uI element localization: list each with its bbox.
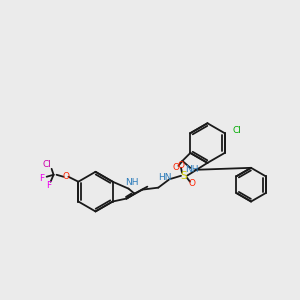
Text: F: F	[39, 174, 44, 183]
Text: HN: HN	[158, 173, 172, 182]
Text: NH: NH	[125, 178, 138, 187]
Text: O: O	[178, 161, 184, 170]
Text: S: S	[181, 171, 187, 181]
Text: O: O	[63, 172, 70, 181]
Text: O: O	[173, 163, 180, 172]
Text: Cl: Cl	[232, 126, 242, 135]
Text: Cl: Cl	[42, 160, 51, 169]
Text: F: F	[46, 181, 51, 190]
Text: NH: NH	[185, 165, 199, 174]
Text: O: O	[188, 179, 195, 188]
